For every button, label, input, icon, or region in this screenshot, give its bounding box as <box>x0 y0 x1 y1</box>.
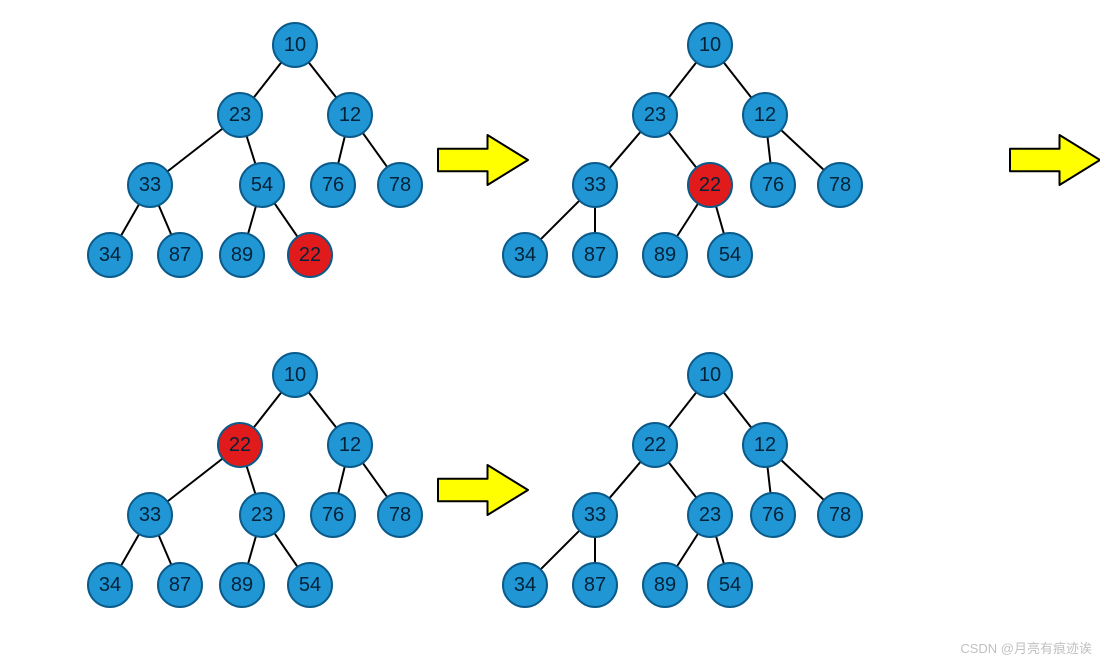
tree-node: 76 <box>311 163 355 207</box>
node-label: 33 <box>139 174 161 196</box>
node-label: 87 <box>169 244 191 266</box>
node-label: 10 <box>699 364 721 386</box>
tree-node: 76 <box>311 493 355 537</box>
node-label: 23 <box>251 504 273 526</box>
tree-node: 23 <box>218 93 262 137</box>
node-label: 78 <box>829 174 851 196</box>
node-label: 34 <box>514 574 536 596</box>
tree-node: 23 <box>633 93 677 137</box>
tree-node: 89 <box>220 233 264 277</box>
tree-node: 78 <box>378 163 422 207</box>
node-label: 22 <box>644 434 666 456</box>
node-label: 78 <box>829 504 851 526</box>
tree-node: 23 <box>688 493 732 537</box>
node-label: 76 <box>322 174 344 196</box>
tree-node: 54 <box>288 563 332 607</box>
tree-node: 12 <box>743 423 787 467</box>
node-label: 78 <box>389 504 411 526</box>
node-label: 22 <box>699 174 721 196</box>
tree-node: 10 <box>273 353 317 397</box>
node-label: 54 <box>251 174 273 196</box>
tree-node: 54 <box>708 563 752 607</box>
tree-node: 12 <box>328 423 372 467</box>
tree-node: 34 <box>88 233 132 277</box>
tree-node: 33 <box>128 493 172 537</box>
tree-node: 76 <box>751 493 795 537</box>
tree-node: 12 <box>328 93 372 137</box>
tree-node: 33 <box>573 493 617 537</box>
tree-node: 87 <box>573 563 617 607</box>
node-label: 23 <box>644 104 666 126</box>
node-label: 78 <box>389 174 411 196</box>
node-label: 22 <box>229 434 251 456</box>
node-label: 22 <box>299 244 321 266</box>
node-label: 54 <box>299 574 321 596</box>
node-label: 76 <box>322 504 344 526</box>
node-label: 87 <box>584 574 606 596</box>
tree-node: 87 <box>158 563 202 607</box>
node-label: 10 <box>284 364 306 386</box>
node-label: 76 <box>762 174 784 196</box>
node-label: 12 <box>754 104 776 126</box>
tree-node: 10 <box>688 353 732 397</box>
node-label: 12 <box>339 104 361 126</box>
tree-node: 76 <box>751 163 795 207</box>
node-label: 33 <box>139 504 161 526</box>
tree-node: 10 <box>688 23 732 67</box>
node-label: 33 <box>584 174 606 196</box>
node-label: 89 <box>654 244 676 266</box>
node-label: 89 <box>231 574 253 596</box>
tree-node: 87 <box>158 233 202 277</box>
background <box>0 0 1100 665</box>
node-label: 33 <box>584 504 606 526</box>
tree-node: 22 <box>688 163 732 207</box>
tree-node: 89 <box>643 233 687 277</box>
tree-node: 33 <box>128 163 172 207</box>
tree-node: 87 <box>573 233 617 277</box>
tree-node: 54 <box>708 233 752 277</box>
tree-node: 54 <box>240 163 284 207</box>
tree-node: 89 <box>220 563 264 607</box>
node-label: 76 <box>762 504 784 526</box>
tree-node: 22 <box>218 423 262 467</box>
tree-node: 78 <box>818 163 862 207</box>
tree-node: 22 <box>633 423 677 467</box>
tree-node: 34 <box>88 563 132 607</box>
tree-node: 22 <box>288 233 332 277</box>
node-label: 34 <box>99 574 121 596</box>
node-label: 87 <box>584 244 606 266</box>
tree-node: 78 <box>818 493 862 537</box>
tree-node: 10 <box>273 23 317 67</box>
node-label: 12 <box>754 434 776 456</box>
node-label: 34 <box>99 244 121 266</box>
tree-node: 12 <box>743 93 787 137</box>
node-label: 10 <box>284 34 306 56</box>
watermark-text: CSDN @月亮有痕迹诶 <box>960 638 1092 657</box>
node-label: 23 <box>229 104 251 126</box>
node-label: 89 <box>654 574 676 596</box>
tree-node: 34 <box>503 563 547 607</box>
tree-node: 23 <box>240 493 284 537</box>
node-label: 89 <box>231 244 253 266</box>
node-label: 23 <box>699 504 721 526</box>
diagram-svg: 10 23 12 33 54 76 78 34 87 89 22 10 23 12 33 22 76 78 34 87… <box>0 0 1100 665</box>
tree-node: 78 <box>378 493 422 537</box>
node-label: 54 <box>719 574 741 596</box>
node-label: 10 <box>699 34 721 56</box>
node-label: 54 <box>719 244 741 266</box>
diagram-stage: 10 23 12 33 54 76 78 34 87 89 22 10 23 12 33 22 76 78 34 87… <box>0 0 1100 665</box>
tree-node: 33 <box>573 163 617 207</box>
node-label: 34 <box>514 244 536 266</box>
node-label: 12 <box>339 434 361 456</box>
node-label: 87 <box>169 574 191 596</box>
tree-node: 89 <box>643 563 687 607</box>
tree-node: 34 <box>503 233 547 277</box>
